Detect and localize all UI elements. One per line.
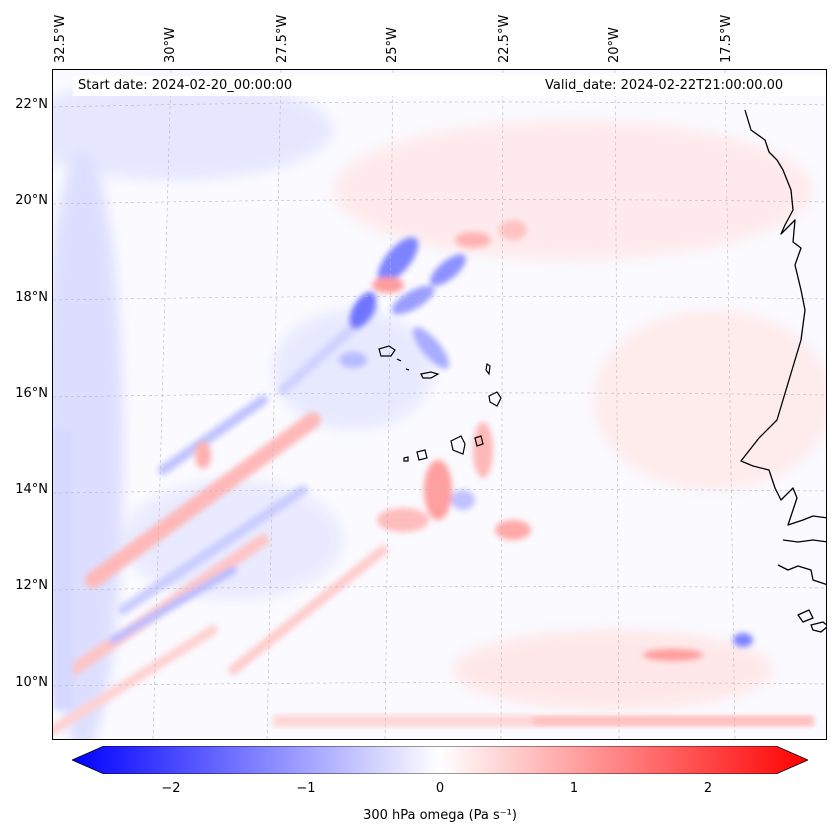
omega-map [52, 69, 827, 740]
lat-label-22n: 22°N [15, 97, 48, 112]
start-date-text: Start date: 2024-02-20_00:00:00 [78, 78, 293, 93]
lat-label-14n: 14°N [15, 482, 48, 497]
lon-label-30w: 30°W [163, 27, 178, 63]
colorbar-tick-0: 0 [435, 781, 445, 796]
omega-field [53, 70, 826, 739]
lat-label-20n: 20°N [15, 193, 48, 208]
lon-label-22.5w: 22.5°W [497, 14, 512, 63]
graticule [53, 70, 826, 739]
colorbar-tick-minus1: −1 [296, 781, 316, 796]
lat-label-10n: 10°N [15, 675, 48, 690]
lon-label-17.5w: 17.5°W [719, 14, 734, 63]
lon-label-32.5w: 32.5°W [53, 14, 68, 63]
lon-label-25w: 25°W [385, 27, 400, 63]
lon-label-20w: 20°W [607, 27, 622, 63]
colorbar-tick-minus2: −2 [161, 781, 181, 796]
colorbar-label: 300 hPa omega (Pa s⁻¹) [363, 808, 517, 823]
cape-verde-islands [378, 345, 502, 462]
colorbar-tick-1: 1 [569, 781, 579, 796]
lat-label-18n: 18°N [15, 290, 48, 305]
lat-label-16n: 16°N [15, 386, 48, 401]
lon-label-27.5w: 27.5°W [275, 14, 290, 63]
lat-label-12n: 12°N [15, 578, 48, 593]
colorbar-tick-2: 2 [703, 781, 713, 796]
valid-date-text: Valid_date: 2024-02-22T21:00:00.00 [545, 78, 784, 93]
colorbar [72, 746, 808, 774]
coastline [740, 109, 826, 633]
